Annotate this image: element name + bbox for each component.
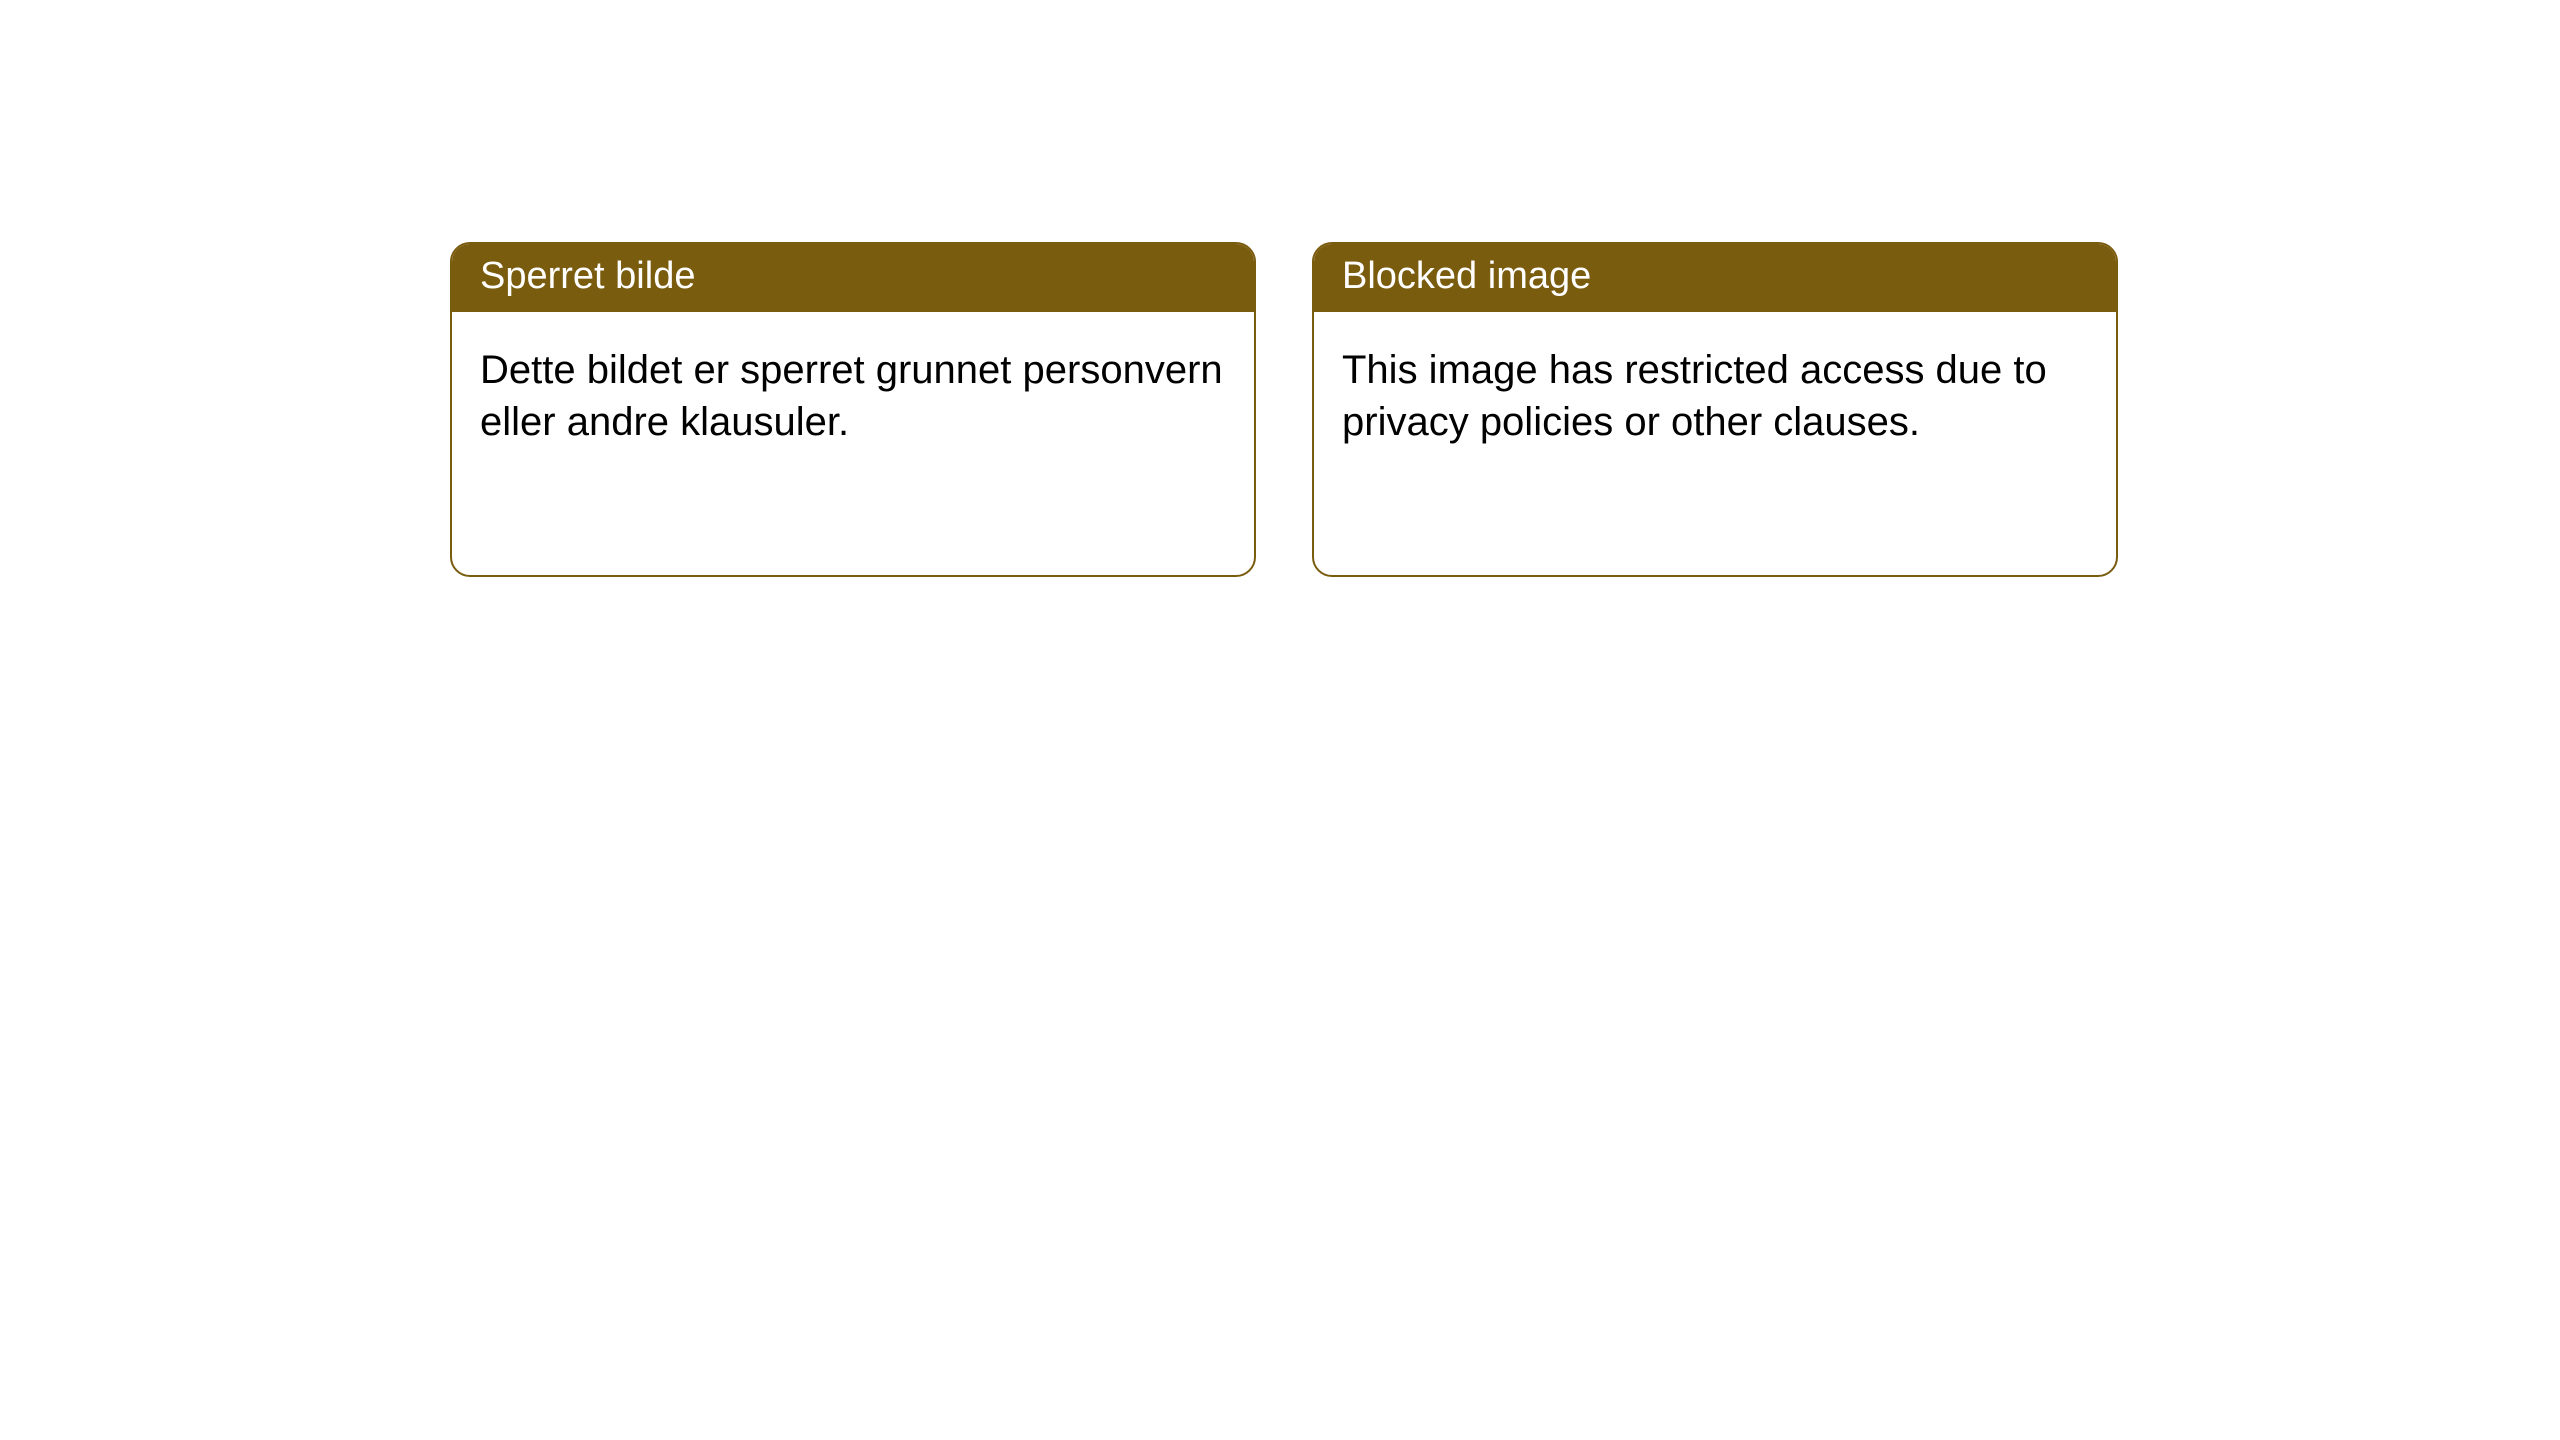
notice-card-norwegian: Sperret bilde Dette bildet er sperret gr… bbox=[450, 242, 1256, 577]
notice-header-norwegian: Sperret bilde bbox=[452, 244, 1254, 312]
notice-body-english: This image has restricted access due to … bbox=[1314, 312, 2116, 480]
notice-card-english: Blocked image This image has restricted … bbox=[1312, 242, 2118, 577]
notice-container: Sperret bilde Dette bildet er sperret gr… bbox=[450, 242, 2118, 577]
notice-body-norwegian: Dette bildet er sperret grunnet personve… bbox=[452, 312, 1254, 480]
notice-header-english: Blocked image bbox=[1314, 244, 2116, 312]
